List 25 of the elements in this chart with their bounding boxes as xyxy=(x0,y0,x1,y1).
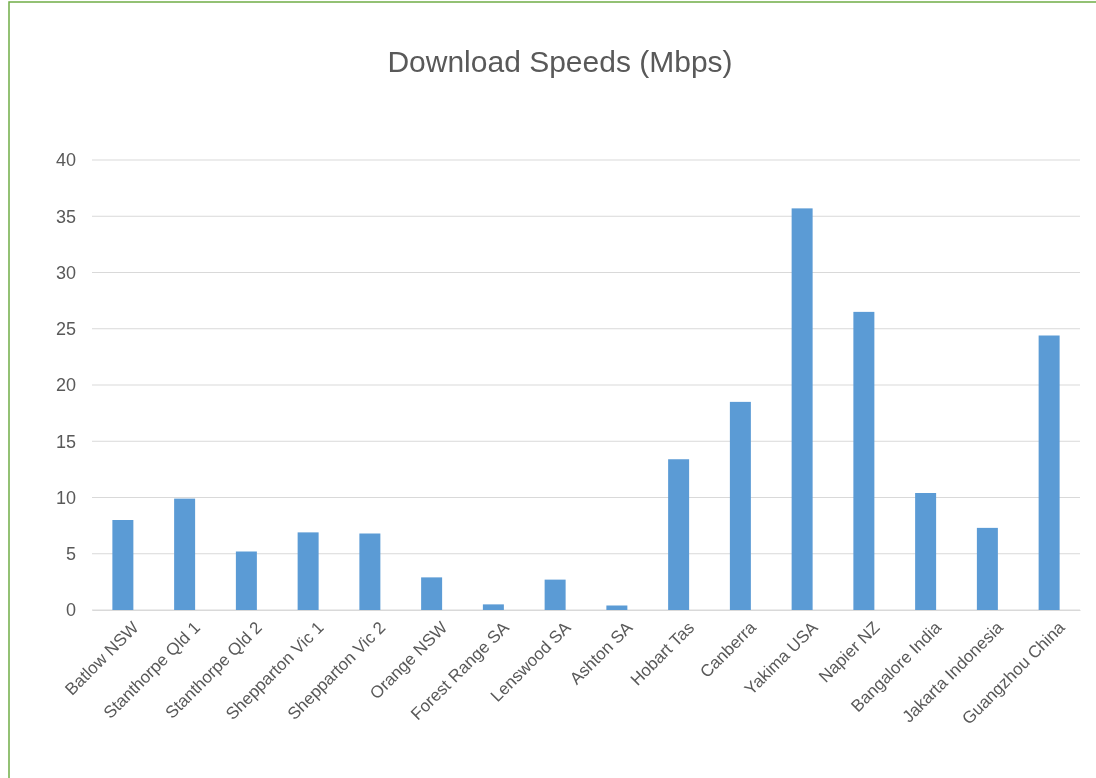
bar xyxy=(482,604,504,610)
y-tick-label: 10 xyxy=(55,487,76,508)
y-tick-label: 40 xyxy=(55,150,76,171)
bar xyxy=(544,579,566,610)
bar xyxy=(1038,335,1060,610)
y-tick-label: 15 xyxy=(55,431,76,452)
y-tick-label: 25 xyxy=(55,319,76,340)
bar xyxy=(112,520,134,610)
chart-title: Download Speeds (Mbps) xyxy=(387,45,733,78)
bar xyxy=(915,493,937,610)
bar xyxy=(174,498,196,610)
y-tick-label: 5 xyxy=(65,544,76,565)
bar xyxy=(791,208,813,610)
y-tick-label: 35 xyxy=(55,206,76,227)
bar xyxy=(729,401,751,610)
y-tick-label: 30 xyxy=(55,262,76,283)
bar xyxy=(668,459,690,610)
bar xyxy=(853,311,875,610)
bar xyxy=(976,527,998,610)
bar xyxy=(235,551,257,610)
bar xyxy=(421,577,443,610)
bar xyxy=(359,533,381,610)
y-tick-label: 20 xyxy=(55,375,76,396)
y-tick-label: 0 xyxy=(65,600,76,621)
bar xyxy=(297,532,319,610)
